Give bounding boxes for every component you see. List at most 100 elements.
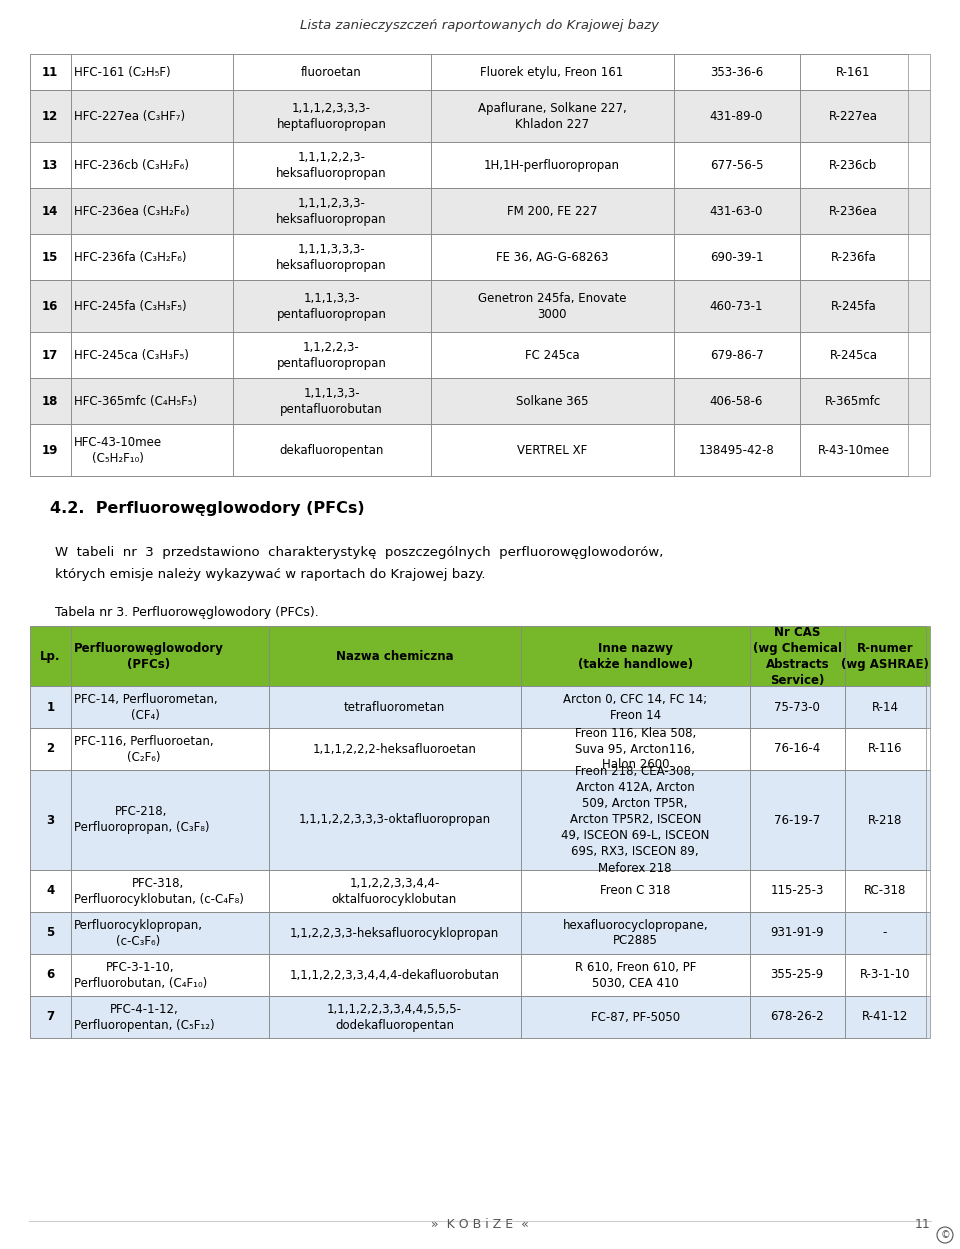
Text: 406-58-6: 406-58-6 [709, 395, 763, 407]
Text: R-41-12: R-41-12 [862, 1010, 908, 1023]
Text: Freon C 318: Freon C 318 [600, 884, 670, 898]
Bar [70, 871, 269, 912]
Bar [520, 912, 750, 954]
Bar [70, 728, 269, 769]
Bar [232, 280, 430, 332]
Bar [30, 189, 70, 234]
Text: PFC-3-1-10,
Perfluorobutan, (C₄F₁₀): PFC-3-1-10, Perfluorobutan, (C₄F₁₀) [74, 960, 206, 989]
Bar [674, 332, 800, 378]
Bar [30, 90, 930, 142]
Text: 1,1,2,2,3,3,4,4-
oktalfuorocyklobutan: 1,1,2,2,3,3,4,4- oktalfuorocyklobutan [332, 877, 457, 906]
Text: PFC-318,
Perfluorocyklobutan, (c-C₄F₈): PFC-318, Perfluorocyklobutan, (c-C₄F₈) [74, 877, 244, 906]
Text: 1,1,1,2,2,2-heksafluoroetan: 1,1,1,2,2,2-heksafluoroetan [313, 742, 476, 756]
Text: 6: 6 [46, 968, 55, 982]
Bar [232, 54, 430, 90]
Bar [674, 234, 800, 280]
Text: których emisje należy wykazywać w raportach do Krajowej bazy.: których emisje należy wykazywać w raport… [55, 568, 486, 581]
Bar [70, 686, 269, 728]
Bar [70, 912, 269, 954]
Bar [30, 378, 930, 423]
Bar [845, 686, 925, 728]
Bar [520, 871, 750, 912]
Bar [70, 54, 232, 90]
Bar [800, 54, 907, 90]
Bar [70, 626, 269, 686]
Bar [70, 90, 232, 142]
Text: 13: 13 [42, 159, 59, 171]
Bar [30, 995, 930, 1038]
Bar [269, 954, 520, 995]
Bar [520, 769, 750, 871]
Text: 15: 15 [42, 251, 59, 264]
Bar [800, 142, 907, 189]
Text: 18: 18 [42, 395, 59, 407]
Bar [232, 189, 430, 234]
Text: HFC-43-10mee
(C₅H₂F₁₀): HFC-43-10mee (C₅H₂F₁₀) [74, 436, 161, 465]
Bar [845, 954, 925, 995]
Bar [430, 280, 674, 332]
Bar [750, 769, 845, 871]
Text: 1H,1H-perfluoropropan: 1H,1H-perfluoropropan [484, 159, 620, 171]
Bar [30, 912, 70, 954]
Bar [30, 189, 930, 234]
Text: FM 200, FE 227: FM 200, FE 227 [507, 205, 597, 217]
Bar [520, 686, 750, 728]
Bar [800, 234, 907, 280]
Text: Lp.: Lp. [40, 649, 60, 662]
Bar [30, 332, 70, 378]
Bar [674, 142, 800, 189]
Text: 431-63-0: 431-63-0 [709, 205, 763, 217]
Bar [70, 995, 269, 1038]
Bar [70, 423, 232, 476]
Text: 1,1,1,2,2,3,3,4,4,4-dekafluorobutan: 1,1,1,2,2,3,3,4,4,4-dekafluorobutan [290, 968, 499, 982]
Text: 690-39-1: 690-39-1 [709, 251, 763, 264]
Bar [269, 728, 520, 769]
Text: R-245fa: R-245fa [830, 300, 876, 312]
Text: 11: 11 [914, 1218, 930, 1232]
Text: 17: 17 [42, 348, 59, 361]
Text: Fluorek etylu, Freon 161: Fluorek etylu, Freon 161 [480, 65, 624, 79]
Bar [70, 189, 232, 234]
Text: 76-16-4: 76-16-4 [774, 742, 821, 756]
Text: R-236cb: R-236cb [829, 159, 877, 171]
Text: Apaflurane, Solkane 227,
Khladon 227: Apaflurane, Solkane 227, Khladon 227 [478, 101, 626, 130]
Text: RC-318: RC-318 [864, 884, 906, 898]
Bar [674, 54, 800, 90]
Text: PFC-4-1-12,
Perfluoropentan, (C₅F₁₂): PFC-4-1-12, Perfluoropentan, (C₅F₁₂) [74, 1003, 214, 1032]
Bar [30, 954, 70, 995]
Bar [750, 626, 845, 686]
Bar [430, 189, 674, 234]
Text: 16: 16 [42, 300, 59, 312]
Text: HFC-161 (C₂H₅F): HFC-161 (C₂H₅F) [74, 65, 170, 79]
Bar [269, 995, 520, 1038]
Text: R 610, Freon 610, PF
5030, CEA 410: R 610, Freon 610, PF 5030, CEA 410 [575, 960, 696, 989]
Bar [269, 626, 520, 686]
Text: FC 245ca: FC 245ca [525, 348, 579, 361]
Text: fluoroetan: fluoroetan [301, 65, 362, 79]
Bar [232, 234, 430, 280]
Text: 460-73-1: 460-73-1 [709, 300, 763, 312]
Bar [30, 378, 70, 423]
Text: 12: 12 [42, 110, 59, 122]
Bar [30, 728, 70, 769]
Bar [30, 954, 930, 995]
Text: 1,1,1,2,3,3,3-
heptafluoropropan: 1,1,1,2,3,3,3- heptafluoropropan [276, 101, 387, 130]
Bar [232, 90, 430, 142]
Text: R-245ca: R-245ca [829, 348, 877, 361]
Text: Freon 218, CEA-308,
Arcton 412A, Arcton
509, Arcton TP5R,
Arcton TP5R2, ISCEON
4: Freon 218, CEA-308, Arcton 412A, Arcton … [561, 766, 709, 874]
Text: 1: 1 [46, 701, 55, 713]
Text: Tabela nr 3. Perfluorowęglowodory (PFCs).: Tabela nr 3. Perfluorowęglowodory (PFCs)… [55, 606, 319, 620]
Text: »  K O B i Z E  «: » K O B i Z E « [431, 1218, 529, 1232]
Bar [845, 626, 925, 686]
Text: Lista zanieczyszczeń raportowanych do Krajowej bazy: Lista zanieczyszczeń raportowanych do Kr… [300, 19, 660, 32]
Bar [30, 871, 930, 912]
Text: 1,1,1,3,3-
pentafluoropropan: 1,1,1,3,3- pentafluoropropan [276, 291, 387, 321]
Text: Nazwa chemiczna: Nazwa chemiczna [336, 649, 453, 662]
Bar [30, 142, 930, 189]
Text: W  tabeli  nr  3  przedstawiono  charakterystykę  poszczególnych  perfluorowęglo: W tabeli nr 3 przedstawiono charakteryst… [55, 546, 663, 560]
Text: hexafluorocyclopropane,
PC2885: hexafluorocyclopropane, PC2885 [563, 918, 708, 948]
Bar [674, 378, 800, 423]
Bar [30, 234, 70, 280]
Bar [845, 995, 925, 1038]
Bar [845, 728, 925, 769]
